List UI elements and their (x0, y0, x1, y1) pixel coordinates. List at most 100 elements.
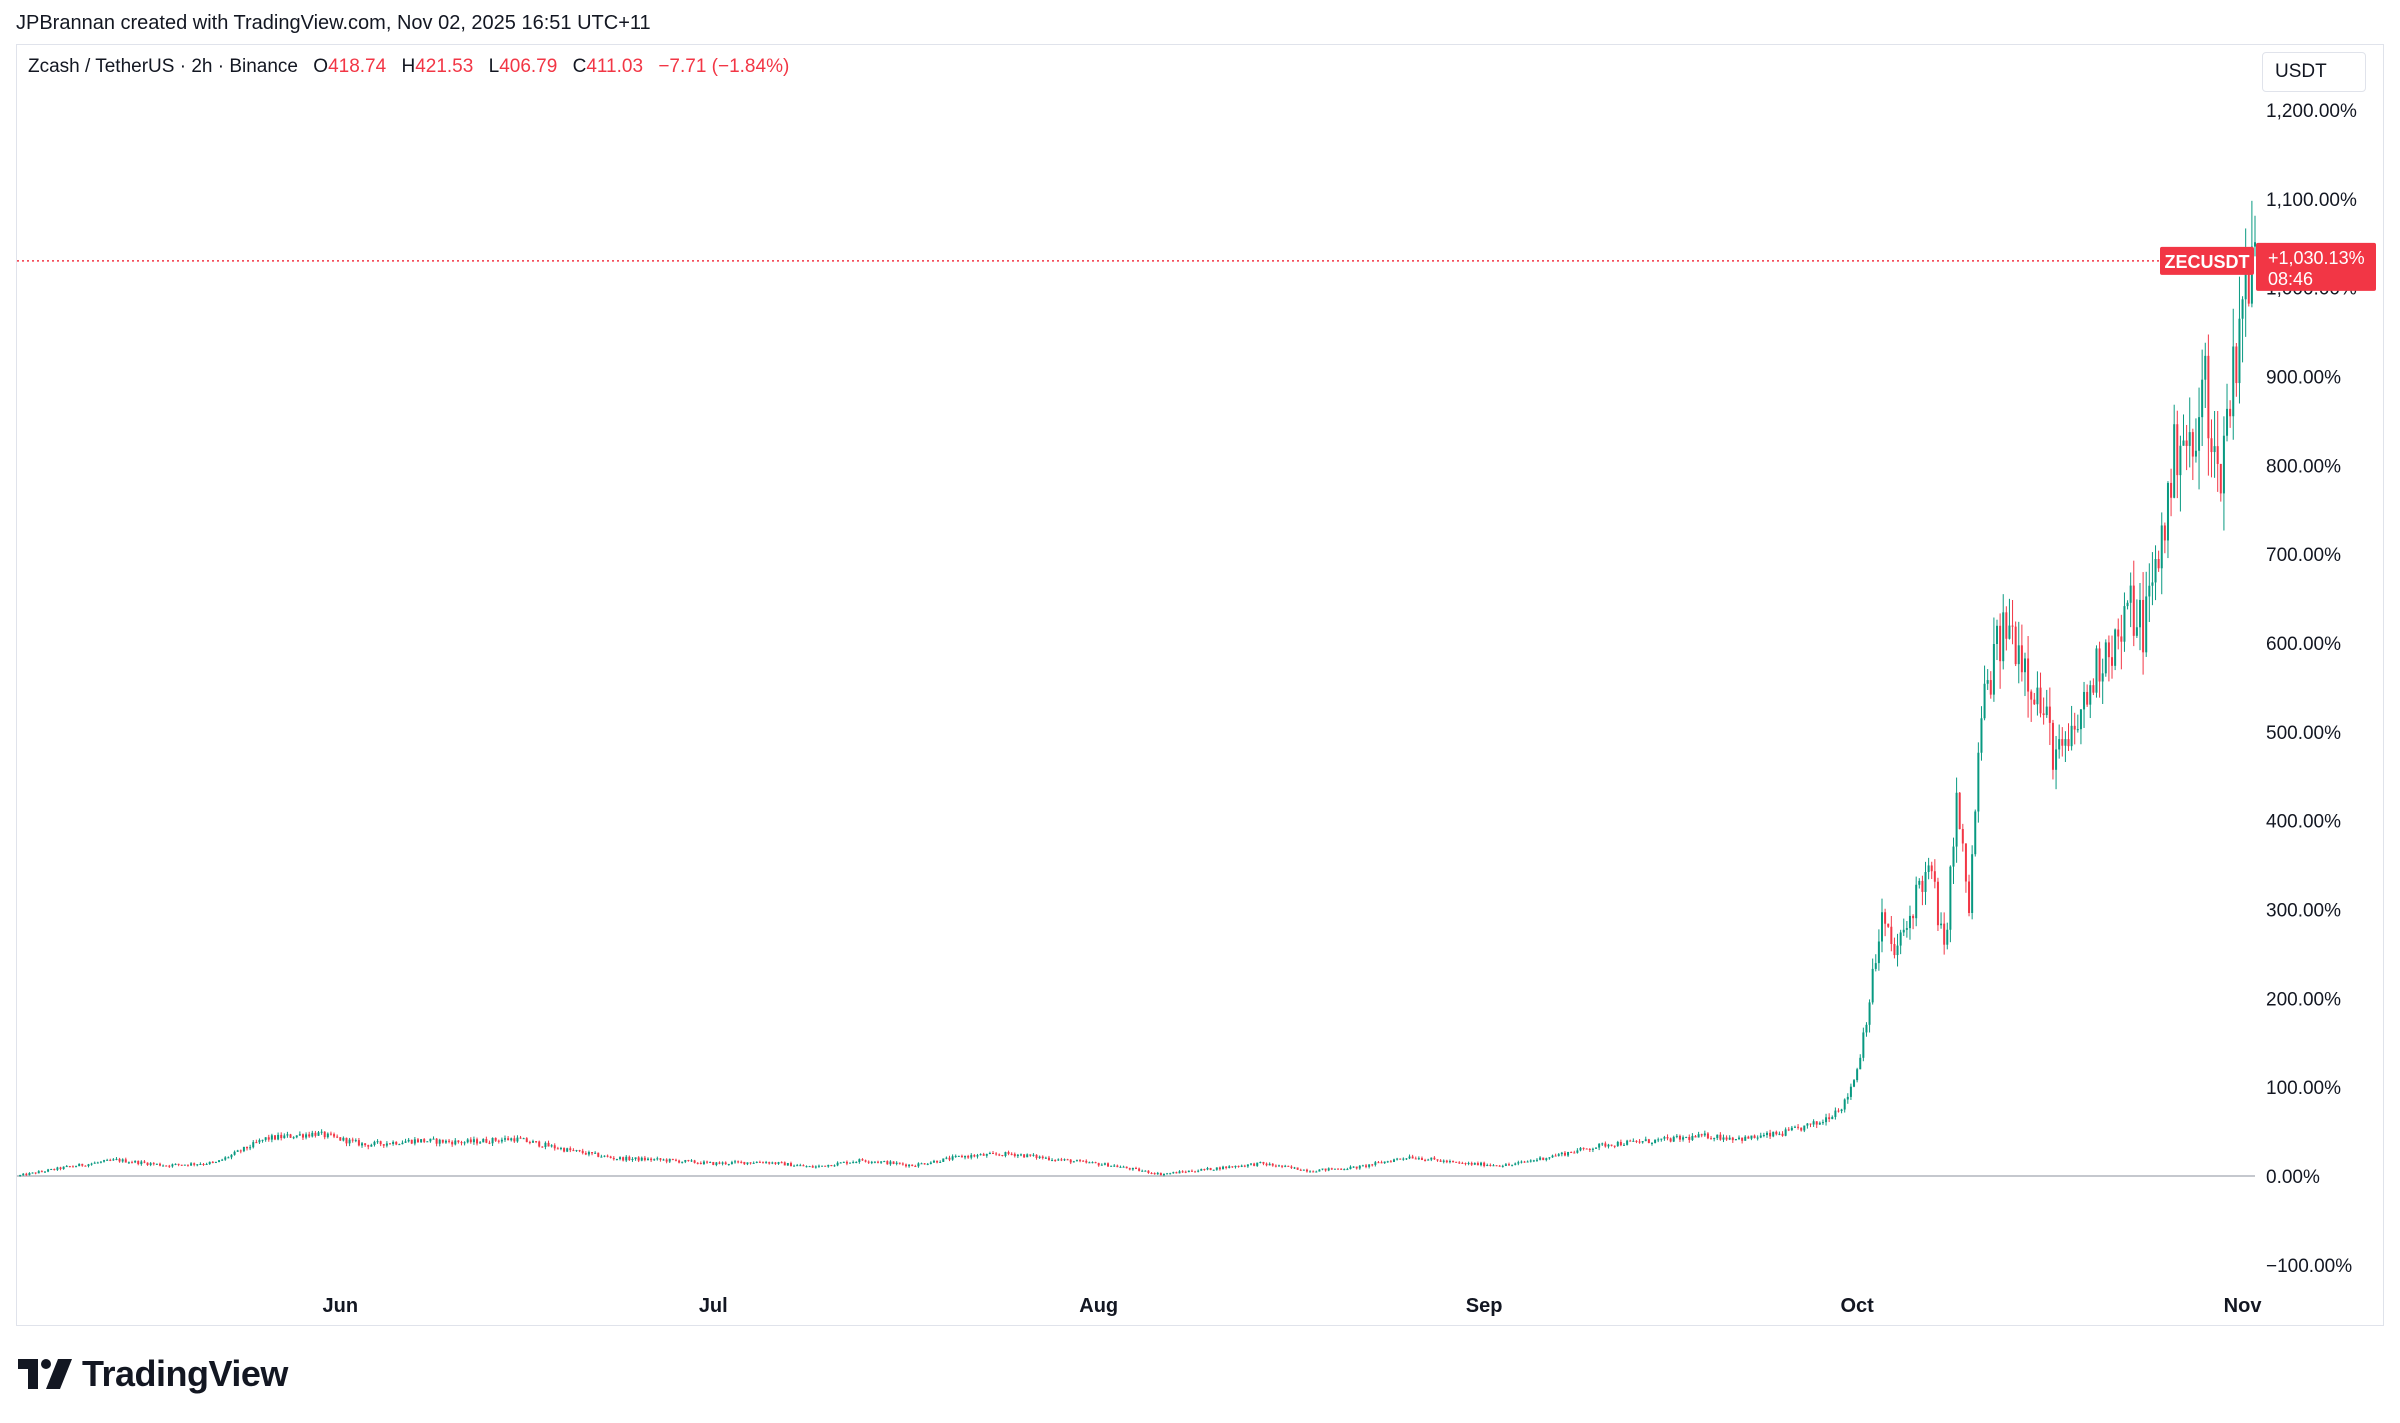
candle-body (2179, 445, 2182, 476)
candle-body (1284, 1165, 1287, 1167)
candle-body (1539, 1157, 1542, 1160)
candle-body (1352, 1166, 1355, 1168)
candle-body (917, 1163, 920, 1167)
currency-button[interactable]: USDT (2262, 52, 2366, 92)
candle-body (1296, 1167, 1299, 1170)
x-tick-label: Nov (2224, 1295, 2263, 1317)
candle-body (482, 1138, 485, 1143)
candle-body (1240, 1165, 1243, 1167)
candle-body (762, 1162, 764, 1164)
candle-body (1890, 926, 1893, 945)
candles (19, 200, 2256, 1177)
candle-body (566, 1148, 569, 1152)
candle-body (1405, 1158, 1408, 1160)
candle-body (1933, 871, 1936, 882)
candle-body (1691, 1135, 1694, 1140)
tradingview-logo[interactable]: TradingView (18, 1353, 288, 1394)
candle-body (895, 1162, 898, 1164)
candle-body (2064, 739, 2067, 746)
candle-body (444, 1140, 447, 1143)
candle-body (1374, 1162, 1377, 1165)
candle-body (1200, 1169, 1203, 1171)
candle-body (659, 1158, 662, 1160)
candle-body (491, 1137, 494, 1144)
candle-body (908, 1164, 911, 1167)
candle-body (1884, 912, 1887, 924)
candle-body (1206, 1167, 1209, 1170)
candle-body (1629, 1140, 1632, 1142)
candle-body (802, 1165, 805, 1167)
candle-body (849, 1162, 852, 1164)
candle-body (68, 1166, 71, 1168)
candle-body (600, 1156, 603, 1158)
candle-body (1896, 945, 1899, 956)
candle-body (507, 1138, 510, 1141)
symbol-legend[interactable]: Zcash / TetherUS · 2h · Binance O418.74 … (28, 56, 789, 78)
candle-body (1029, 1154, 1032, 1156)
candle-body (833, 1165, 836, 1167)
candle-body (1753, 1135, 1756, 1138)
candle-body (2138, 599, 2141, 628)
candle-body (1010, 1153, 1013, 1155)
candle-body (2008, 625, 2011, 639)
candle-body (395, 1141, 398, 1145)
candle-body (1197, 1170, 1200, 1172)
candle-body (121, 1159, 124, 1162)
candle-body (1610, 1144, 1613, 1146)
candle-body (1840, 1109, 1843, 1112)
candle-body (637, 1157, 640, 1161)
candle-body (1290, 1166, 1293, 1168)
candle-body (1971, 854, 1974, 914)
candle-body (2247, 247, 2250, 304)
candle-body (183, 1164, 186, 1166)
candle-body (1184, 1171, 1187, 1173)
y-tick-label: 1,200.00% (2266, 101, 2357, 122)
candle-body (964, 1156, 967, 1158)
candle-body (712, 1162, 715, 1165)
candle-body (1442, 1160, 1445, 1162)
candle-body (485, 1138, 488, 1143)
candle-body (650, 1158, 653, 1161)
candle-body (99, 1161, 102, 1163)
candle-body (1480, 1162, 1483, 1166)
candle-body (1859, 1057, 1862, 1070)
chart-pane[interactable] (16, 44, 2384, 1326)
candle-body (1570, 1151, 1573, 1153)
candle-body (1604, 1143, 1607, 1147)
candle-body (320, 1131, 323, 1133)
candle-body (1144, 1170, 1147, 1172)
candle-body (202, 1163, 205, 1165)
candle-body (2067, 739, 2070, 747)
candle-body (886, 1161, 889, 1165)
x-axis[interactable]: Jun Jul Aug Sep Oct Nov (322, 1295, 2262, 1317)
candle-body (1057, 1159, 1060, 1161)
candle-body (1122, 1166, 1125, 1168)
candle-body (1169, 1173, 1172, 1175)
candle-body (544, 1142, 547, 1147)
candle-body (2039, 687, 2042, 714)
candle-body (2232, 346, 2235, 417)
candle-body (1619, 1142, 1622, 1146)
candle-body (1414, 1158, 1417, 1160)
candle-body (1377, 1162, 1380, 1164)
candle-body (1638, 1141, 1641, 1143)
candle-body (550, 1145, 553, 1147)
candle-body (591, 1152, 594, 1154)
candle-body (1420, 1158, 1423, 1160)
candle-body (2238, 318, 2241, 384)
candle-body (1212, 1169, 1215, 1171)
candle-body (2176, 424, 2179, 476)
candle-body (743, 1161, 746, 1165)
candle-body (1175, 1172, 1178, 1174)
candle-body (311, 1132, 314, 1137)
candle-body (1147, 1170, 1150, 1173)
candle-body (1455, 1161, 1458, 1163)
candle-body (1535, 1159, 1538, 1161)
candle-body (2201, 379, 2204, 418)
candle-body (1281, 1165, 1284, 1167)
candle-body (631, 1158, 634, 1161)
candle-body (578, 1150, 581, 1152)
candle-body (1821, 1122, 1824, 1124)
candle-body (351, 1139, 354, 1141)
